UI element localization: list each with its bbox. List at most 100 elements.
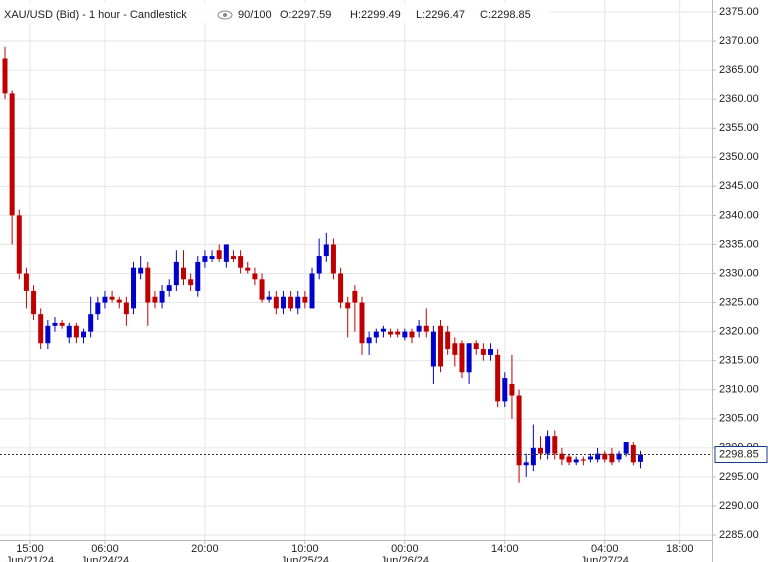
y-tick-label: 2340.00 [719, 209, 759, 221]
candle-body [602, 453, 608, 460]
header-open: O:2297.59 [280, 9, 331, 21]
candle-body [288, 296, 294, 309]
candle-body [59, 322, 65, 326]
candle-body [38, 314, 44, 344]
candle-body [388, 331, 394, 335]
candle-body [245, 267, 251, 271]
header-low: L:2296.47 [416, 9, 465, 21]
candle-body [259, 279, 265, 300]
candle-body [516, 395, 522, 466]
candle-body [573, 459, 579, 463]
candle-body [566, 456, 572, 463]
last-price-label: 2298.85 [719, 448, 759, 460]
eye-icon [217, 10, 233, 20]
candle-body [538, 447, 543, 454]
candle-body [409, 331, 415, 338]
candle-body [623, 442, 629, 454]
last-price-box [714, 446, 768, 464]
candle-body [330, 244, 336, 274]
y-tick-label: 2355.00 [719, 122, 759, 134]
candle-body [73, 325, 79, 338]
candle-body [445, 331, 451, 350]
candle-body [338, 273, 344, 303]
candle-body [166, 285, 172, 291]
candle-body [95, 302, 101, 315]
candle-body [66, 325, 72, 338]
candle-body [523, 462, 529, 466]
candle-body [438, 325, 444, 367]
x-tick-date: Jun/26/24 [381, 555, 429, 562]
candle-body [280, 296, 286, 309]
candle-body [559, 453, 565, 460]
candle-body [352, 290, 358, 303]
candle-body [202, 256, 208, 262]
y-tick-label: 2350.00 [719, 151, 759, 163]
y-tick-label: 2370.00 [719, 35, 759, 47]
candle-body [323, 244, 329, 257]
candle-body [423, 325, 429, 332]
y-tick-label: 2375.00 [719, 6, 759, 18]
candle-body [466, 343, 472, 373]
candle-body [145, 267, 151, 303]
candle-body [502, 378, 508, 402]
candle-body [195, 261, 201, 291]
candle-body [109, 296, 115, 300]
candle-body [480, 349, 486, 355]
candle-body [459, 343, 465, 373]
candle-body [138, 267, 144, 274]
candle-body [609, 453, 615, 463]
candle-body [530, 447, 536, 466]
header-count: 90/100 [238, 9, 272, 21]
candle-body [495, 354, 501, 402]
candle-body [88, 314, 94, 332]
candle-body [616, 453, 622, 460]
x-tick-label: 04:00 [591, 543, 619, 555]
x-tick-label: 15:00 [16, 543, 44, 555]
y-tick-label: 2295.00 [719, 471, 759, 483]
candle-body [473, 343, 479, 350]
candle-body [216, 250, 222, 259]
candle-body [238, 256, 244, 268]
header-close: C:2298.85 [480, 9, 531, 21]
y-tick-label: 2320.00 [719, 326, 759, 338]
x-tick-date: Jun/24/24 [81, 555, 129, 562]
candle-body [395, 331, 401, 335]
y-tick-label: 2360.00 [719, 93, 759, 105]
candle-body [230, 256, 236, 259]
candle-body [188, 279, 194, 286]
candle-body [359, 302, 365, 344]
candle-body [209, 256, 215, 259]
y-tick-label: 2325.00 [719, 296, 759, 308]
x-tick-label: 06:00 [91, 543, 119, 555]
candle-body [181, 267, 186, 280]
candle-body [302, 296, 308, 303]
x-tick-date: Jun/21/24 [6, 555, 54, 562]
candle-body [116, 299, 122, 303]
x-tick-label: 14:00 [491, 543, 519, 555]
candle-body [580, 459, 586, 461]
x-tick-label: 20:00 [191, 543, 219, 555]
candle-body [45, 325, 51, 344]
x-tick-label: 10:00 [291, 543, 319, 555]
candle-body [595, 453, 601, 460]
candle-body [152, 296, 158, 303]
candle-body [102, 296, 108, 303]
candle-body [430, 331, 436, 367]
candle-body [9, 93, 15, 216]
candle-body [309, 273, 315, 309]
candle-body [123, 302, 129, 315]
candle-body [509, 383, 515, 396]
y-tick-label: 2315.00 [719, 355, 759, 367]
candle-body [16, 215, 22, 274]
x-tick-label: 00:00 [391, 543, 419, 555]
candle-body [273, 296, 279, 309]
header-bg [0, 3, 550, 23]
candle-body [31, 290, 37, 315]
candle-body [295, 296, 301, 309]
candle-body [452, 343, 458, 355]
candle-body [366, 337, 372, 344]
x-tick-label: 18:00 [666, 543, 694, 555]
y-tick-label: 2285.00 [719, 529, 759, 541]
header-high: H:2299.49 [350, 9, 401, 21]
candle-body [159, 290, 165, 303]
